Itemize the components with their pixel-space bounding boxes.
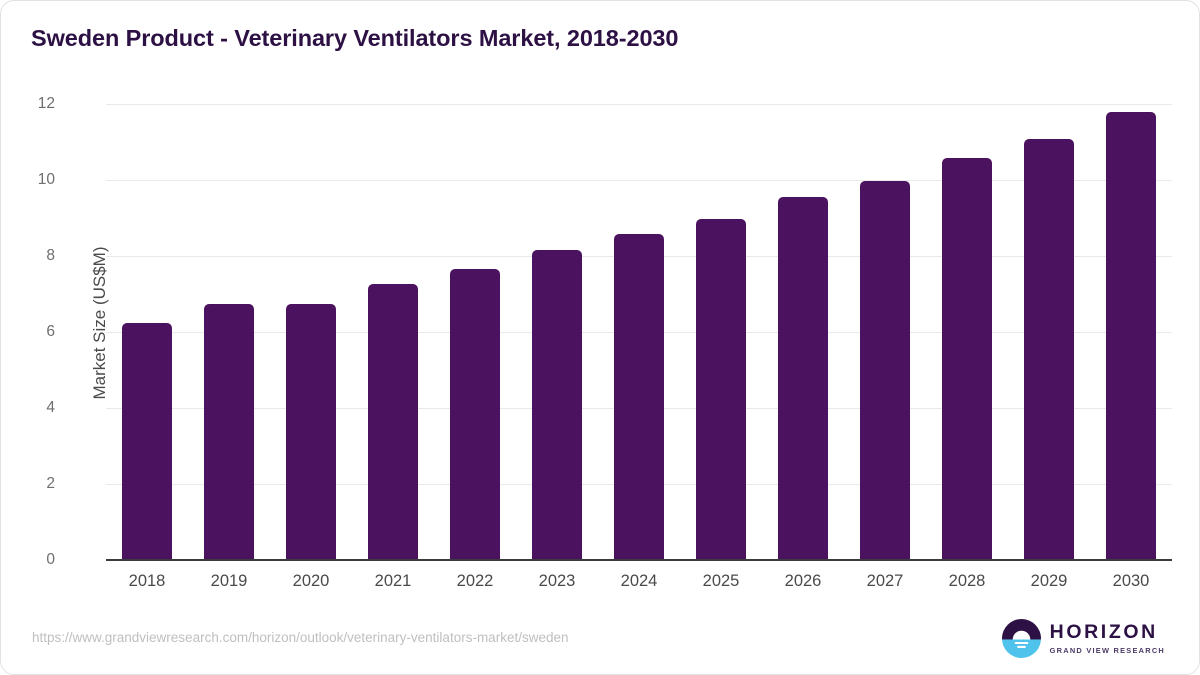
bar-slot xyxy=(352,104,434,560)
bar-slot xyxy=(270,104,352,560)
bar-slot xyxy=(926,104,1008,560)
x-axis-tick-label: 2023 xyxy=(538,572,576,590)
bar-2021[interactable] xyxy=(368,283,418,560)
bar-2026[interactable] xyxy=(778,197,828,560)
x-axis-tick-label: 2018 xyxy=(128,572,166,590)
bar-2019[interactable] xyxy=(204,303,254,560)
plot-area: Market Size (US$M) 0 2 4 6 8 10 12 2018 2019 202… xyxy=(38,95,1172,590)
logo-tagline: GRAND VIEW RESEARCH xyxy=(1049,645,1165,655)
x-axis-tick-label: 2025 xyxy=(702,572,740,590)
x-axis-tick-label: 2030 xyxy=(1112,572,1150,590)
bar-series xyxy=(106,104,1172,560)
x-axis-tick-label: 2026 xyxy=(784,572,822,590)
x-axis-tick-label: 2022 xyxy=(456,572,494,590)
bar-slot xyxy=(106,104,188,560)
bar-slot xyxy=(516,104,598,560)
gridline xyxy=(106,104,1172,105)
y-axis-tick-label: 2 xyxy=(46,475,55,492)
bar-2025[interactable] xyxy=(696,218,746,560)
bar-slot xyxy=(1008,104,1090,560)
bar-slot xyxy=(434,104,516,560)
x-axis-tick-label: 2020 xyxy=(292,572,330,590)
y-axis-tick-label: 0 xyxy=(46,551,55,568)
horizon-sun-circle-icon xyxy=(1001,619,1041,658)
bar-2028[interactable] xyxy=(942,158,992,560)
logo-text-block: HORIZON GRAND VIEW RESEARCH xyxy=(1050,623,1165,654)
x-axis-tick-label: 2028 xyxy=(948,572,986,590)
bar-2030[interactable] xyxy=(1106,112,1156,560)
x-axis-tick-label: 2024 xyxy=(620,572,658,590)
bar-2024[interactable] xyxy=(614,233,664,560)
x-axis-line xyxy=(106,559,1172,561)
gridline xyxy=(106,180,1172,181)
bar-slot xyxy=(680,104,762,560)
y-axis-tick-label: 4 xyxy=(46,399,55,416)
bar-2022[interactable] xyxy=(450,268,500,560)
bar-slot xyxy=(188,104,270,560)
bar-2020[interactable] xyxy=(286,303,336,560)
x-axis-tick-label: 2019 xyxy=(210,572,248,590)
y-axis-tick-label: 12 xyxy=(37,95,55,112)
logo-name: HORIZON xyxy=(1049,621,1158,644)
bar-2023[interactable] xyxy=(532,249,582,560)
x-axis-tick-label: 2027 xyxy=(866,572,904,590)
y-axis-tick-label: 6 xyxy=(46,323,55,340)
page-title: Sweden Product - Veterinary Ventilators … xyxy=(31,25,679,51)
bar-slot xyxy=(844,104,926,560)
bar-2018[interactable] xyxy=(122,322,172,560)
bar-2027[interactable] xyxy=(860,180,910,560)
bar-slot xyxy=(1090,104,1172,560)
x-axis-tick-label: 2029 xyxy=(1030,572,1068,590)
x-axis-tick-label: 2021 xyxy=(374,572,412,590)
bar-slot xyxy=(598,104,680,560)
source-url[interactable]: https://www.grandviewresearch.com/horizo… xyxy=(32,630,569,645)
bar-2029[interactable] xyxy=(1024,139,1074,560)
brand-logo: HORIZON GRAND VIEW RESEARCH xyxy=(1001,619,1165,658)
y-axis-tick-label: 10 xyxy=(37,171,55,188)
y-axis-tick-label: 8 xyxy=(46,247,55,264)
bar-slot xyxy=(762,104,844,560)
